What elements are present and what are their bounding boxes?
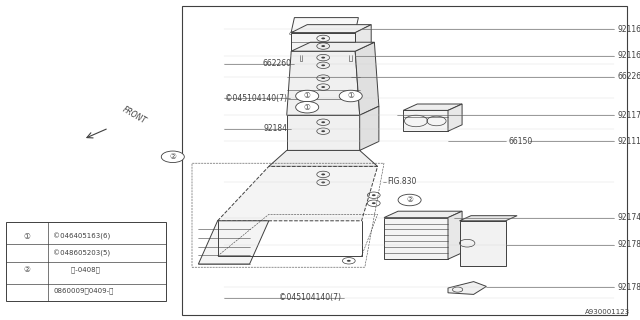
Text: ©046405163(6): ©046405163(6): [53, 233, 110, 240]
Polygon shape: [460, 216, 517, 221]
Text: ①: ①: [348, 92, 354, 100]
Polygon shape: [198, 221, 269, 264]
Polygon shape: [287, 115, 360, 150]
Polygon shape: [448, 104, 462, 131]
Polygon shape: [269, 150, 378, 166]
Text: 92111: 92111: [618, 137, 640, 146]
Bar: [182, 6, 627, 315]
Circle shape: [321, 77, 325, 79]
Text: ②: ②: [170, 152, 176, 161]
Text: 0860009（0409-）: 0860009（0409-）: [53, 287, 113, 294]
Text: 92178B: 92178B: [618, 283, 640, 292]
Circle shape: [321, 130, 325, 132]
Polygon shape: [448, 211, 462, 259]
Text: ①: ①: [24, 232, 31, 241]
Bar: [291, 33, 355, 51]
Circle shape: [347, 260, 351, 262]
Circle shape: [339, 90, 362, 102]
Circle shape: [161, 151, 184, 163]
Polygon shape: [355, 42, 379, 115]
Text: 92174: 92174: [618, 213, 640, 222]
Text: A930001123: A930001123: [585, 309, 630, 315]
Bar: [384, 218, 448, 259]
Circle shape: [321, 45, 325, 47]
Bar: [6, 222, 166, 301]
Polygon shape: [291, 18, 358, 32]
Circle shape: [321, 173, 325, 175]
Text: 662260: 662260: [262, 60, 291, 68]
Text: 662260: 662260: [618, 72, 640, 81]
Circle shape: [321, 64, 325, 66]
Text: 92116C: 92116C: [618, 52, 640, 60]
Circle shape: [296, 101, 319, 113]
Circle shape: [321, 86, 325, 88]
Text: ②: ②: [24, 265, 31, 274]
Polygon shape: [287, 51, 360, 115]
Text: 92178: 92178: [618, 240, 640, 249]
Text: ©045104140(7): ©045104140(7): [279, 293, 341, 302]
Circle shape: [321, 181, 325, 183]
Text: ©048605203(5): ©048605203(5): [53, 250, 110, 257]
Bar: [403, 110, 448, 131]
Bar: [460, 221, 506, 266]
Polygon shape: [218, 166, 378, 221]
Text: 66150: 66150: [509, 137, 533, 146]
Circle shape: [372, 202, 376, 204]
Circle shape: [321, 37, 325, 39]
Text: ①: ①: [304, 103, 310, 112]
Text: ©045104140(7): ©045104140(7): [225, 94, 287, 103]
Circle shape: [372, 194, 376, 196]
Text: 92116B: 92116B: [618, 25, 640, 34]
Circle shape: [296, 90, 319, 102]
Text: ①: ①: [304, 92, 310, 100]
Text: 92117: 92117: [618, 111, 640, 120]
Text: （-0408）: （-0408）: [53, 266, 100, 273]
Polygon shape: [355, 25, 371, 51]
Polygon shape: [360, 106, 379, 150]
Circle shape: [321, 121, 325, 123]
Polygon shape: [448, 282, 486, 294]
Text: 92184: 92184: [264, 124, 288, 133]
Polygon shape: [403, 104, 462, 110]
Circle shape: [398, 194, 421, 206]
Polygon shape: [291, 25, 371, 33]
Text: FRONT: FRONT: [120, 105, 147, 125]
Circle shape: [321, 57, 325, 59]
Text: FIG.830: FIG.830: [387, 177, 417, 186]
Polygon shape: [384, 211, 462, 218]
Text: ②: ②: [406, 196, 413, 204]
Polygon shape: [291, 42, 374, 51]
